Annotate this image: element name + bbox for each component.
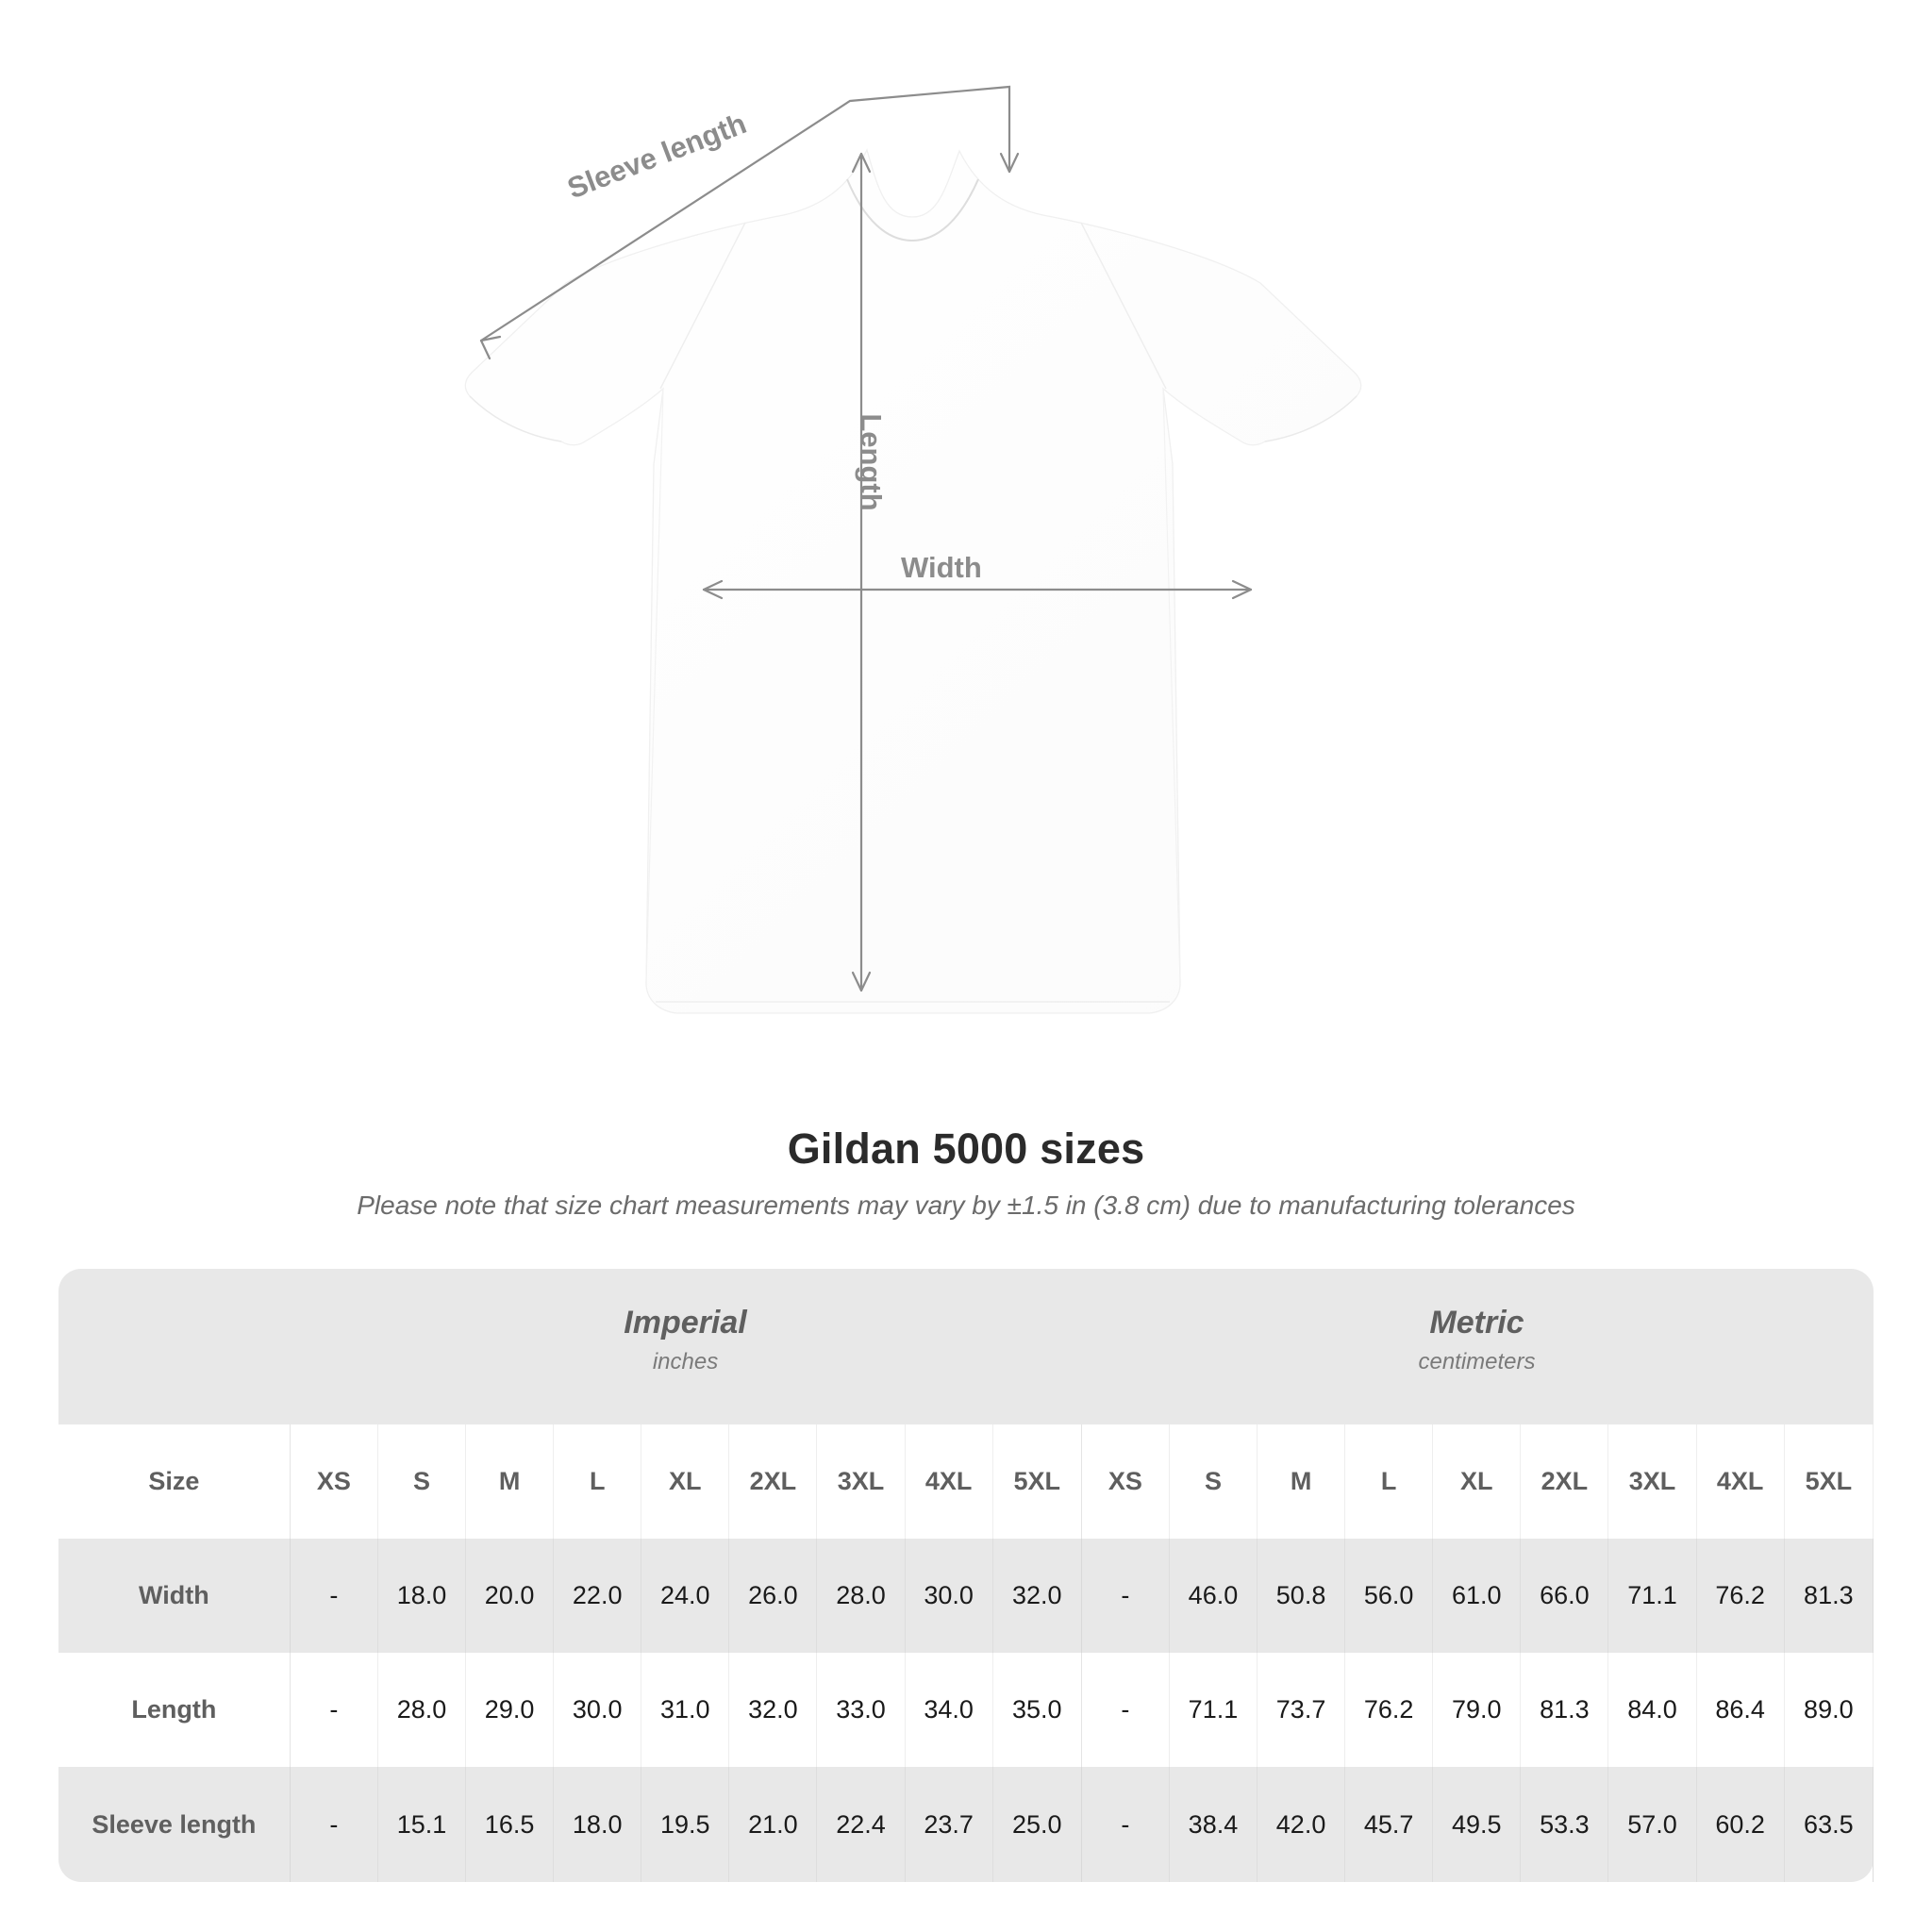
svg-text:Sleeve length: Sleeve length — [563, 107, 751, 205]
svg-text:Width: Width — [901, 551, 982, 584]
svg-text:Length: Length — [855, 413, 888, 510]
